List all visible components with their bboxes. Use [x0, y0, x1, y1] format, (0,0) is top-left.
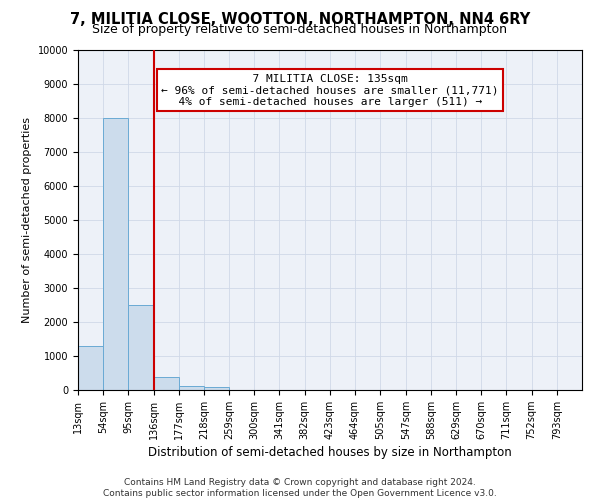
- Y-axis label: Number of semi-detached properties: Number of semi-detached properties: [22, 117, 32, 323]
- Bar: [78, 346, 103, 390]
- Bar: [204, 388, 229, 390]
- Text: 7, MILITIA CLOSE, WOOTTON, NORTHAMPTON, NN4 6RY: 7, MILITIA CLOSE, WOOTTON, NORTHAMPTON, …: [70, 12, 530, 28]
- Bar: [103, 118, 128, 390]
- Text: 7 MILITIA CLOSE: 135sqm  
← 96% of semi-detached houses are smaller (11,771)
  4: 7 MILITIA CLOSE: 135sqm ← 96% of semi-de…: [161, 74, 499, 107]
- Text: Size of property relative to semi-detached houses in Northampton: Size of property relative to semi-detach…: [92, 22, 508, 36]
- X-axis label: Distribution of semi-detached houses by size in Northampton: Distribution of semi-detached houses by …: [148, 446, 512, 459]
- Bar: [179, 386, 204, 390]
- Bar: [128, 305, 154, 390]
- Text: Contains HM Land Registry data © Crown copyright and database right 2024.
Contai: Contains HM Land Registry data © Crown c…: [103, 478, 497, 498]
- Bar: [154, 377, 179, 390]
